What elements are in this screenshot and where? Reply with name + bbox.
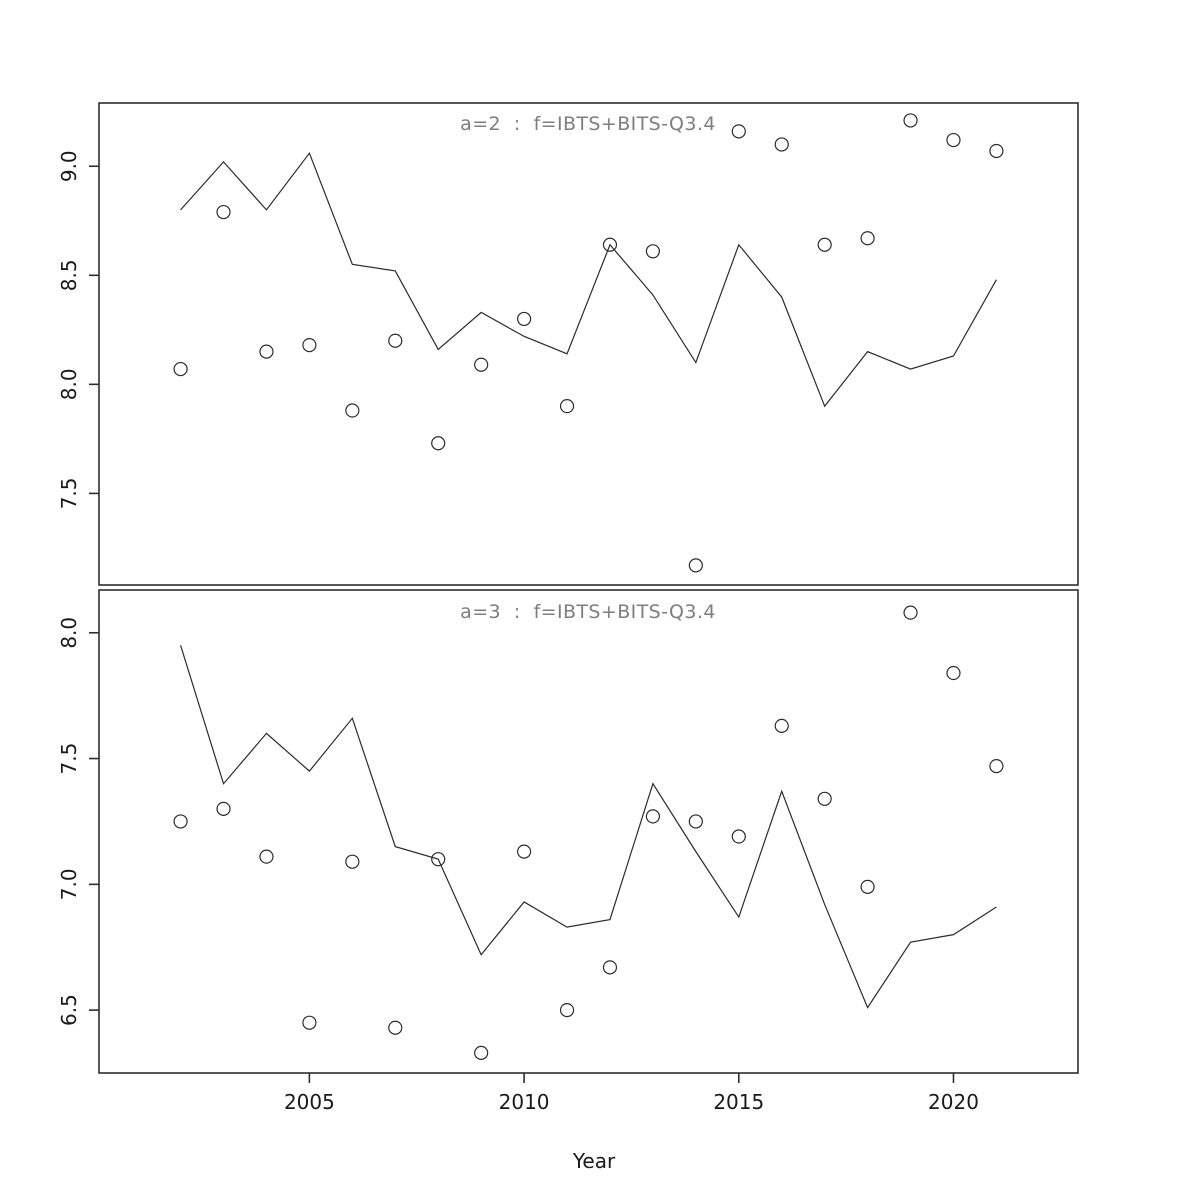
observation-point xyxy=(431,852,446,867)
observation-point xyxy=(645,244,661,259)
observation-point xyxy=(516,844,532,859)
observation-point xyxy=(216,204,231,220)
observation-point xyxy=(302,1015,317,1030)
observation-point xyxy=(903,605,918,620)
observation-point xyxy=(688,558,703,573)
panel-title-a2: a=2 : f=IBTS+BITS-Q3.4 xyxy=(460,113,716,135)
observation-point xyxy=(903,113,918,128)
y-tick-label: 9.0 xyxy=(57,150,81,182)
observation-point xyxy=(731,124,746,139)
observation-point xyxy=(774,137,789,152)
observation-point xyxy=(516,311,532,327)
observation-point xyxy=(173,814,188,829)
observation-point xyxy=(645,809,661,824)
observation-point xyxy=(259,344,274,359)
observation-point xyxy=(259,849,274,864)
x-tick-label: 2005 xyxy=(284,1090,335,1114)
fitted-line xyxy=(180,151,997,408)
observation-point xyxy=(817,237,832,252)
fitted-line xyxy=(180,645,997,1009)
observation-point xyxy=(345,403,360,418)
observation-point xyxy=(602,237,618,252)
observation-point xyxy=(989,758,1004,774)
observation-point xyxy=(302,337,317,353)
observation-point xyxy=(860,231,875,246)
observation-point xyxy=(688,814,703,829)
panel-title-a3: a=3 : f=IBTS+BITS-Q3.4 xyxy=(460,601,716,623)
x-tick-label: 2010 xyxy=(499,1090,550,1114)
observation-point xyxy=(173,361,188,377)
observation-point xyxy=(559,399,575,414)
observation-point xyxy=(817,791,832,806)
observation-point xyxy=(774,718,789,733)
panel-frame xyxy=(98,589,1079,1074)
panel-frame xyxy=(98,102,1079,586)
observation-point xyxy=(602,960,618,975)
observation-point xyxy=(431,436,446,451)
observation-point xyxy=(559,1003,575,1018)
y-tick-label: 7.5 xyxy=(57,743,81,775)
observation-point xyxy=(860,879,875,894)
x-axis-label: Year xyxy=(572,1149,616,1173)
observation-point xyxy=(345,854,360,869)
observation-point xyxy=(474,357,489,372)
observation-point xyxy=(731,829,746,844)
y-tick-label: 7.0 xyxy=(57,868,81,900)
x-tick-label: 2020 xyxy=(928,1090,979,1114)
y-tick-label: 8.0 xyxy=(57,368,81,400)
observation-point xyxy=(474,1045,489,1060)
observation-point xyxy=(946,132,961,148)
observation-point xyxy=(216,801,231,816)
y-tick-label: 8.0 xyxy=(57,617,81,649)
y-tick-label: 6.5 xyxy=(57,994,81,1026)
observation-point xyxy=(946,665,961,681)
observation-point xyxy=(989,143,1004,159)
observation-point xyxy=(388,333,403,348)
x-tick-label: 2015 xyxy=(713,1090,764,1114)
y-tick-label: 7.5 xyxy=(57,477,81,509)
y-tick-label: 8.5 xyxy=(57,259,81,291)
observation-point xyxy=(388,1020,403,1035)
